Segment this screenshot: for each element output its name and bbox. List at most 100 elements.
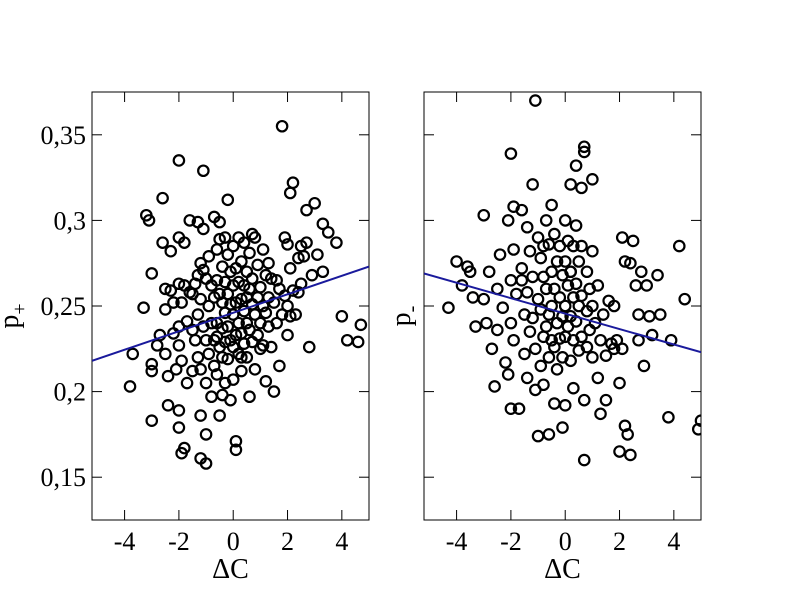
data-point — [615, 231, 629, 244]
data-point — [691, 422, 701, 436]
data-point — [678, 292, 692, 306]
data-point — [643, 309, 656, 323]
data-point — [618, 419, 632, 433]
data-point — [485, 342, 499, 356]
data-point — [297, 250, 311, 263]
data-point — [235, 351, 248, 364]
data-point — [202, 250, 216, 263]
data-point — [518, 347, 531, 361]
data-point — [202, 347, 216, 361]
data-point — [194, 409, 207, 422]
data-point — [548, 397, 561, 410]
data-point — [520, 371, 534, 385]
data-point — [221, 352, 235, 366]
data-point — [205, 316, 218, 330]
data-point — [580, 340, 594, 354]
data-point — [281, 238, 294, 251]
data-point — [275, 308, 289, 321]
data-point — [210, 243, 224, 256]
y-tick-label: 0,3 — [54, 206, 87, 235]
data-point — [275, 119, 289, 133]
data-point — [145, 414, 159, 428]
data-point — [270, 274, 283, 287]
data-point — [245, 272, 259, 285]
data-point — [596, 308, 610, 321]
data-point — [594, 407, 607, 421]
data-point — [202, 299, 216, 313]
data-point — [237, 337, 251, 350]
data-point — [542, 428, 556, 441]
data-point — [526, 270, 539, 284]
data-point — [553, 291, 567, 304]
data-point — [316, 217, 330, 231]
data-point — [197, 222, 210, 236]
data-point — [150, 339, 164, 352]
data-point — [172, 421, 186, 434]
data-point — [161, 369, 175, 383]
data-point — [156, 236, 169, 249]
data-point — [278, 231, 292, 244]
data-layer — [92, 119, 369, 470]
data-point — [672, 239, 686, 253]
data-point — [186, 364, 199, 378]
data-point — [308, 196, 321, 210]
data-point — [218, 231, 232, 244]
data-point — [520, 286, 534, 299]
data-point — [586, 299, 599, 313]
data-point — [199, 457, 213, 470]
data-point — [545, 265, 558, 279]
data-point — [569, 277, 583, 291]
data-point — [577, 145, 591, 159]
left-panel-p-plus: -4 -2 0 2 4 0,15 0,2 0,25 0,3 0,35 ΔC p+ — [0, 91, 370, 585]
plot-frame — [423, 91, 702, 521]
data-point — [175, 354, 188, 368]
data-point — [561, 279, 575, 292]
data-point — [321, 226, 335, 239]
data-point — [245, 227, 259, 241]
data-point — [504, 147, 518, 160]
data-point — [237, 236, 251, 249]
data-point — [159, 303, 172, 316]
x-tick-label: 4 — [335, 527, 348, 556]
data-point — [542, 351, 556, 364]
data-point — [256, 299, 270, 313]
data-point — [194, 256, 207, 270]
data-point — [477, 208, 491, 222]
data-point — [273, 359, 286, 373]
data-point — [159, 282, 172, 296]
data-point — [248, 231, 262, 244]
data-point — [545, 299, 558, 313]
data-point — [264, 340, 278, 354]
data-point — [550, 363, 564, 376]
data-point — [159, 347, 172, 361]
data-point — [224, 393, 237, 407]
data-point — [529, 342, 542, 356]
data-point — [226, 373, 240, 386]
data-point — [172, 277, 186, 291]
data-point — [175, 446, 188, 460]
data-point — [305, 268, 319, 282]
data-point — [586, 173, 599, 186]
data-point — [256, 339, 270, 352]
data-point — [292, 251, 305, 265]
data-point — [632, 333, 645, 347]
y-tick-label: 0,15 — [41, 463, 87, 492]
data-point — [156, 191, 169, 205]
data-point — [469, 320, 482, 333]
data-point — [221, 248, 235, 261]
data-point — [351, 335, 365, 349]
data-point — [567, 239, 580, 253]
plot-frame — [91, 91, 370, 521]
data-point — [123, 380, 137, 393]
data-point — [172, 339, 186, 352]
fit-line — [424, 272, 701, 354]
x-tick-label: -4 — [446, 527, 468, 556]
data-point — [520, 220, 534, 234]
data-point — [548, 227, 561, 241]
data-point — [240, 351, 254, 364]
data-point — [450, 255, 463, 268]
data-point — [210, 330, 224, 344]
data-point — [354, 318, 368, 332]
data-point — [226, 239, 240, 253]
data-point — [300, 203, 313, 217]
